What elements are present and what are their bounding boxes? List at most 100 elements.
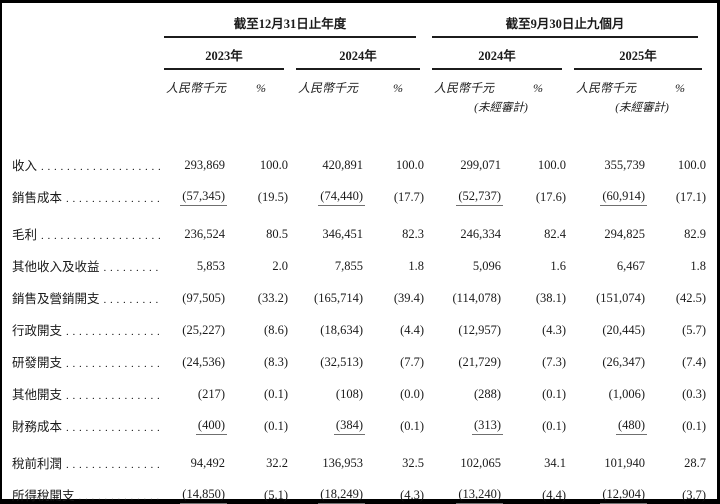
percent-cell: 82.9 [684, 227, 707, 241]
table-row: 財務成本 (400) (0.1) (384) (0.1) (313) (0.1) (480)… [12, 403, 712, 435]
dot-leader [104, 260, 162, 275]
amount-cell: (1,006) [608, 387, 646, 401]
percent-cell: (5.1) [264, 488, 288, 502]
period-group-fy: 截至12月31日止年度 [162, 11, 430, 38]
unaudited-note [162, 96, 294, 115]
table-row: 銷售及營銷開支 (97,505) (33.2) (165,714) (39.4) (11… [12, 275, 712, 307]
unit-header-rmb: 人民幣千元 [166, 81, 227, 95]
period-group-9m: 截至9月30日止九個月 [430, 11, 712, 38]
amount-cell: (480) [572, 403, 656, 435]
year-2025-9m: 2025年 [572, 38, 712, 70]
table-row: 行政開支 (25,227) (8.6) (18,634) (4.4) (12,957) (… [12, 307, 712, 339]
percent-cell: (39.4) [393, 291, 425, 305]
percent-cell: (17.6) [535, 190, 567, 204]
dot-leader [66, 420, 162, 435]
dot-leader [66, 388, 162, 403]
header-spacer [12, 70, 162, 96]
row-label-cell: 財務成本 [12, 403, 162, 435]
amount-cell: 136,953 [322, 456, 363, 470]
amount-cell: 236,524 [184, 227, 225, 241]
amount-cell: 5,096 [472, 259, 502, 273]
percent-cell: (0.1) [542, 419, 567, 433]
amount-cell: 355,739 [604, 158, 646, 172]
percent-cell: (17.7) [393, 190, 425, 204]
amount-cell: 5,853 [196, 259, 225, 273]
year-2024-9m: 2024年 [430, 38, 572, 70]
row-label-cell: 銷售及營銷開支 [12, 275, 162, 307]
table-row: 毛利 236,524 80.5 346,451 82.3 246,334 82.4 294,… [12, 206, 712, 243]
unit-header-pct: % [675, 81, 686, 95]
percent-cell: (0.1) [264, 419, 288, 433]
percent-cell: (4.4) [542, 488, 567, 502]
row-label-cell: 研發開支 [12, 339, 162, 371]
percent-cell: 1.8 [690, 259, 707, 273]
unit-header-rmb: 人民幣千元 [298, 81, 359, 95]
amount-cell: (32,513) [320, 355, 363, 369]
table-row: 研發開支 (24,536) (8.3) (32,513) (7.7) (21,729) (… [12, 339, 712, 371]
period-group-9m-label: 截至9月30日止九個月 [432, 13, 699, 38]
year-header-row: 2023年 2024年 2024年 2025年 [12, 38, 712, 70]
amount-cell: (97,505) [182, 291, 225, 305]
percent-cell: 32.2 [266, 456, 288, 470]
percent-cell: 100.0 [259, 158, 288, 172]
percent-cell: (19.5) [257, 190, 288, 204]
percent-cell: (0.1) [682, 419, 707, 433]
percent-cell: (0.1) [542, 387, 567, 401]
amount-cell: (18,634) [320, 323, 363, 337]
percent-cell: 1.6 [550, 259, 567, 273]
percent-cell: (0.1) [400, 419, 425, 433]
amount-cell: 102,065 [460, 456, 502, 470]
amount-cell: (21,729) [458, 355, 502, 369]
percent-cell: (7.7) [400, 355, 425, 369]
row-label-cell: 稅前利潤 [12, 435, 162, 472]
unaudited-header-row: (未經審計) (未經審計) [12, 96, 712, 115]
percent-cell: (4.3) [400, 488, 425, 502]
unit-header-pct: % [393, 81, 403, 95]
amount-cell: (20,445) [602, 323, 646, 337]
unaudited-note [294, 96, 430, 115]
amount-cell: 294,825 [604, 227, 646, 241]
percent-cell: (4.4) [400, 323, 425, 337]
period-group-fy-label: 截至12月31日止年度 [164, 13, 417, 38]
row-label-cell: 銷售成本 [12, 174, 162, 206]
percent-cell: (38.1) [535, 291, 567, 305]
percent-cell: (4.3) [542, 323, 567, 337]
amount-cell: (57,345) [162, 174, 236, 206]
row-label: 行政開支 [12, 324, 63, 338]
percent-cell: 28.7 [684, 456, 707, 470]
unaudited-note: (未經審計) [615, 102, 669, 114]
unit-header-rmb: 人民幣千元 [434, 81, 495, 95]
unaudited-note: (未經審計) [474, 102, 528, 114]
amount-cell: 6,467 [616, 259, 646, 273]
row-label-cell: 毛利 [12, 206, 162, 243]
percent-cell: 34.1 [544, 456, 567, 470]
row-label: 銷售及營銷開支 [12, 292, 100, 306]
row-label-cell: 其他開支 [12, 371, 162, 403]
amount-cell: (60,914) [572, 174, 656, 206]
percent-cell: (33.2) [257, 291, 288, 305]
table-row: 收入 293,869 100.0 420,891 100.0 299,071 100.0 3… [12, 115, 712, 174]
amount-cell: 246,334 [460, 227, 502, 241]
amount-cell: (384) [294, 403, 374, 435]
amount-cell: 94,492 [190, 456, 225, 470]
year-2024-fy: 2024年 [294, 38, 430, 70]
percent-cell: 82.4 [544, 227, 567, 241]
amount-cell: (108) [335, 387, 363, 401]
percent-cell: 100.0 [677, 158, 707, 172]
amount-cell: (25,227) [182, 323, 225, 337]
amount-cell: 346,451 [322, 227, 363, 241]
header-spacer [12, 96, 162, 115]
dot-leader [66, 191, 162, 206]
amount-cell: (400) [162, 403, 236, 435]
row-label: 其他開支 [12, 388, 63, 402]
percent-cell: 80.5 [266, 227, 288, 241]
row-label-cell: 所得稅開支 [12, 472, 162, 504]
row-label: 稅前利潤 [12, 457, 63, 471]
percent-cell: (7.4) [682, 355, 707, 369]
amount-cell: (313) [430, 403, 512, 435]
amount-cell: 299,071 [460, 158, 502, 172]
unit-header-row: 人民幣千元 % 人民幣千元 % 人民幣千元 % 人民幣千元 % [12, 70, 712, 96]
percent-cell: (5.7) [682, 323, 707, 337]
amount-cell: (24,536) [182, 355, 225, 369]
header-spacer [12, 38, 162, 70]
